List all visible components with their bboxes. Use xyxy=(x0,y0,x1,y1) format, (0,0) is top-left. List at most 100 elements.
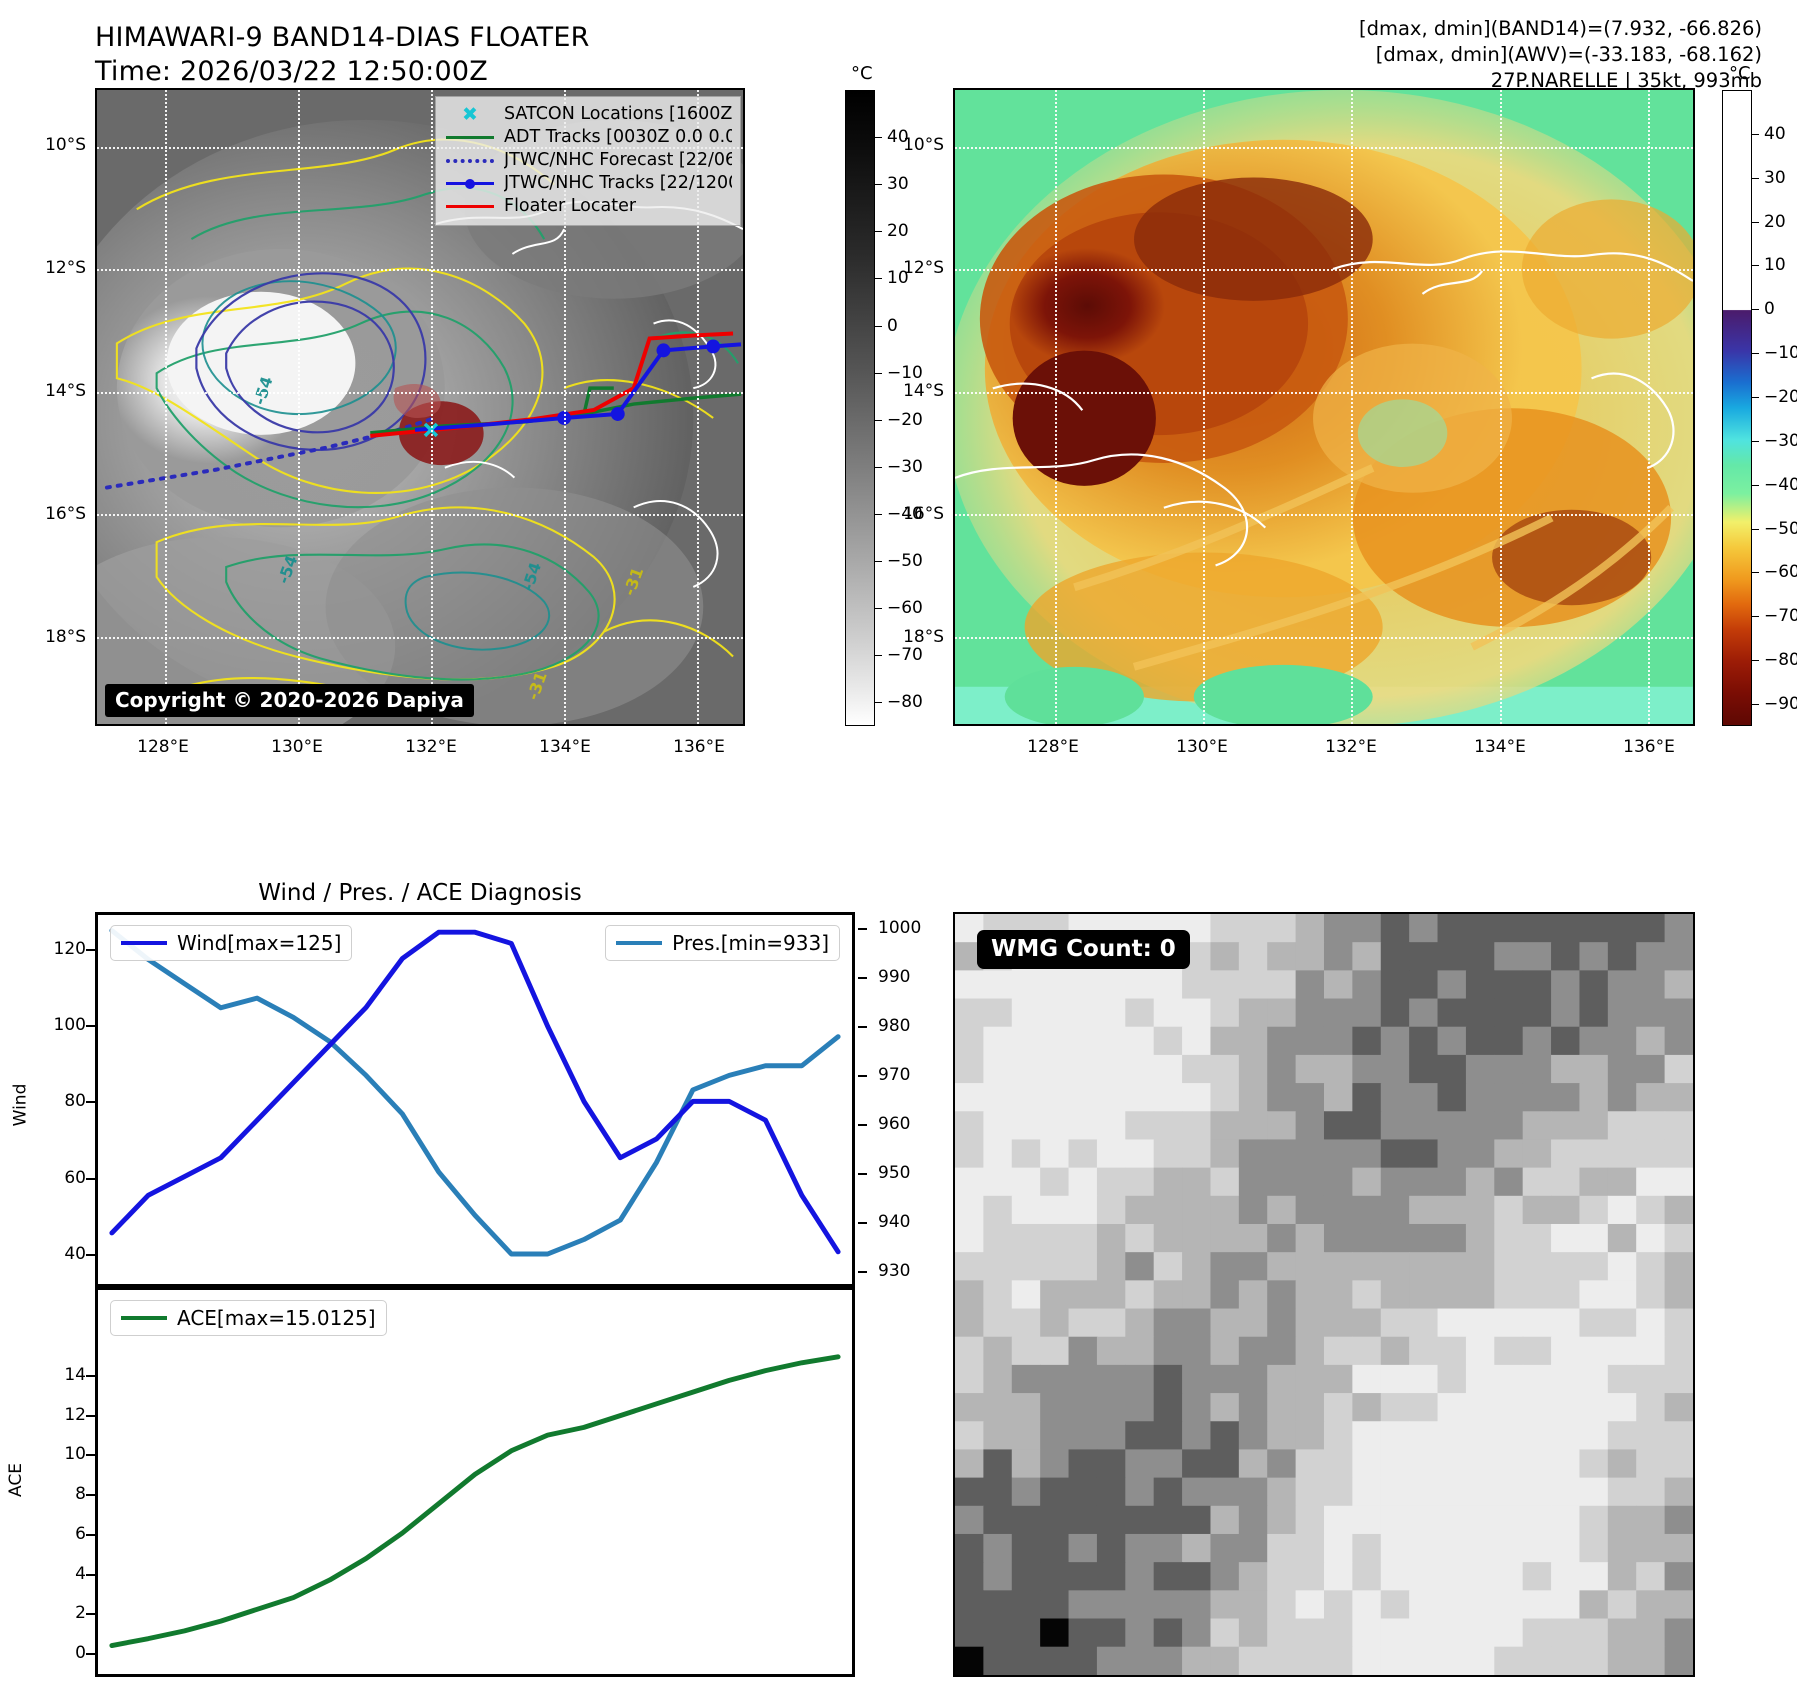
wmg-cell xyxy=(1011,1393,1041,1422)
wmg-cell xyxy=(1664,1590,1693,1620)
wmg-cell xyxy=(1352,1083,1382,1112)
ir-colorbar xyxy=(845,90,875,726)
wmg-cell xyxy=(1607,1590,1637,1620)
wmg-cell xyxy=(1579,1646,1609,1675)
wmg-cell xyxy=(1040,1280,1070,1310)
pressure-legend: Pres.[min=933] xyxy=(605,925,840,961)
wmg-cell xyxy=(1125,1308,1155,1338)
colorbar-tickmark xyxy=(875,278,882,280)
wmg-cell xyxy=(1551,914,1581,943)
wmg-cell xyxy=(1380,1083,1410,1112)
wmg-cell xyxy=(1380,1111,1410,1141)
wmg-cell xyxy=(1579,1223,1609,1253)
wmg-cell xyxy=(955,1336,984,1366)
wind-legend: Wind[max=125] xyxy=(110,925,353,961)
legend-label: JTWC/NHC Tracks [22/1200Z] xyxy=(504,172,732,193)
wmg-cell xyxy=(1125,1590,1155,1620)
ir-lon-tick: 130°E xyxy=(271,737,323,757)
wmg-cell xyxy=(1096,1477,1126,1507)
wind-pressure-chart[interactable]: Wind[max=125] Pres.[min=933] xyxy=(95,912,855,1287)
legend-label: Floater Locater xyxy=(504,195,637,216)
wmg-cell xyxy=(955,1590,984,1620)
wmg-cell xyxy=(1380,1223,1410,1253)
wmg-cell xyxy=(1153,1308,1183,1338)
wmg-cell xyxy=(1040,1026,1070,1056)
wmg-cell xyxy=(1551,1618,1581,1648)
wmg-cell xyxy=(1551,1421,1581,1451)
wmg-cell xyxy=(1494,1533,1524,1563)
wmg-cell xyxy=(1182,1111,1212,1141)
wmg-cell xyxy=(955,1533,984,1563)
wmg-cell xyxy=(983,1393,1013,1422)
legend-item-adt: ADT Tracks [0030Z 0.0 0.0] xyxy=(444,126,732,149)
wmg-cell xyxy=(1551,1533,1581,1563)
wmg-cell xyxy=(1210,1280,1240,1310)
wmg-cell xyxy=(1409,1646,1439,1675)
wmg-cell xyxy=(1238,1252,1268,1281)
awv-map-canvas xyxy=(955,90,1693,724)
wmg-cell xyxy=(1153,1111,1183,1141)
wmg-cell xyxy=(1238,1533,1268,1563)
gridline-lon xyxy=(164,90,167,724)
wmg-cell xyxy=(1153,1562,1183,1591)
ace-chart[interactable]: ACE[max=15.0125] xyxy=(95,1287,855,1677)
wmg-cell xyxy=(1210,1167,1240,1197)
wmg-cell xyxy=(1040,1393,1070,1422)
colorbar-tickmark xyxy=(875,608,882,610)
wmg-cell xyxy=(1210,1252,1240,1281)
wmg-cell xyxy=(1664,942,1693,971)
colorbar-tick-label: 20 xyxy=(1764,211,1786,232)
colorbar-tick-label: −10 xyxy=(887,362,923,383)
wmg-panel[interactable]: WMG Count: 0 xyxy=(953,912,1695,1677)
legend-item-satcon: ✖ SATCON Locations [1600Z 72 977] xyxy=(444,103,732,126)
awv-enhanced-panel[interactable] xyxy=(953,88,1695,726)
wmg-cell xyxy=(983,1364,1013,1394)
wmg-cell xyxy=(1465,1167,1495,1197)
wmg-cell xyxy=(1664,1364,1693,1394)
wmg-cell xyxy=(1494,1223,1524,1253)
colorbar-tick-label: −50 xyxy=(1764,518,1797,539)
ir-floater-panel[interactable]: -54 -54 -54 -31 -31 -31 xyxy=(95,88,745,726)
wmg-cell xyxy=(1551,1505,1581,1535)
wmg-cell xyxy=(1437,1252,1467,1281)
wmg-cell xyxy=(1551,1111,1581,1141)
wmg-cell xyxy=(1238,1477,1268,1507)
wmg-cell xyxy=(1210,942,1240,971)
wmg-cell xyxy=(1323,1618,1353,1648)
wmg-cell xyxy=(1295,1590,1325,1620)
wmg-cell xyxy=(1125,1280,1155,1310)
colorbar-tickmark xyxy=(1752,397,1759,399)
wmg-cell xyxy=(1579,1421,1609,1451)
wmg-cell xyxy=(1664,1533,1693,1563)
wmg-cell xyxy=(1153,1280,1183,1310)
wmg-cell xyxy=(1664,1054,1693,1084)
wmg-cell xyxy=(1323,1111,1353,1141)
wmg-cell xyxy=(1664,1083,1693,1112)
wmg-cell xyxy=(1011,1280,1041,1310)
wmg-cell xyxy=(1607,1533,1637,1563)
axis-tickmark xyxy=(858,1222,867,1225)
wmg-cell xyxy=(1664,1111,1693,1141)
wmg-cell xyxy=(1096,1195,1126,1225)
wmg-cell xyxy=(1352,942,1382,971)
gridline-lat xyxy=(97,269,743,272)
wmg-cell xyxy=(1011,1646,1041,1675)
awv-lat-tick: 10°S xyxy=(903,135,944,155)
axis-tickmark xyxy=(858,1025,867,1028)
wmg-cell xyxy=(1210,1421,1240,1451)
wmg-cell xyxy=(1267,1364,1297,1394)
wmg-cell xyxy=(1040,1252,1070,1281)
wmg-cell xyxy=(1182,998,1212,1028)
wmg-cell xyxy=(1182,1562,1212,1591)
colorbar-tickmark xyxy=(875,466,882,468)
wmg-cell xyxy=(1182,1195,1212,1225)
wmg-cell xyxy=(1295,998,1325,1028)
wmg-cell xyxy=(1238,1364,1268,1394)
wmg-cell xyxy=(955,998,984,1028)
wmg-cell xyxy=(1409,1139,1439,1169)
axis-tick-label: 60 xyxy=(64,1167,86,1188)
wmg-cell xyxy=(1125,1618,1155,1648)
axis-tickmark xyxy=(86,1024,95,1027)
awv-lon-tick: 128°E xyxy=(1027,737,1079,757)
wind-legend-label: Wind[max=125] xyxy=(177,931,342,955)
